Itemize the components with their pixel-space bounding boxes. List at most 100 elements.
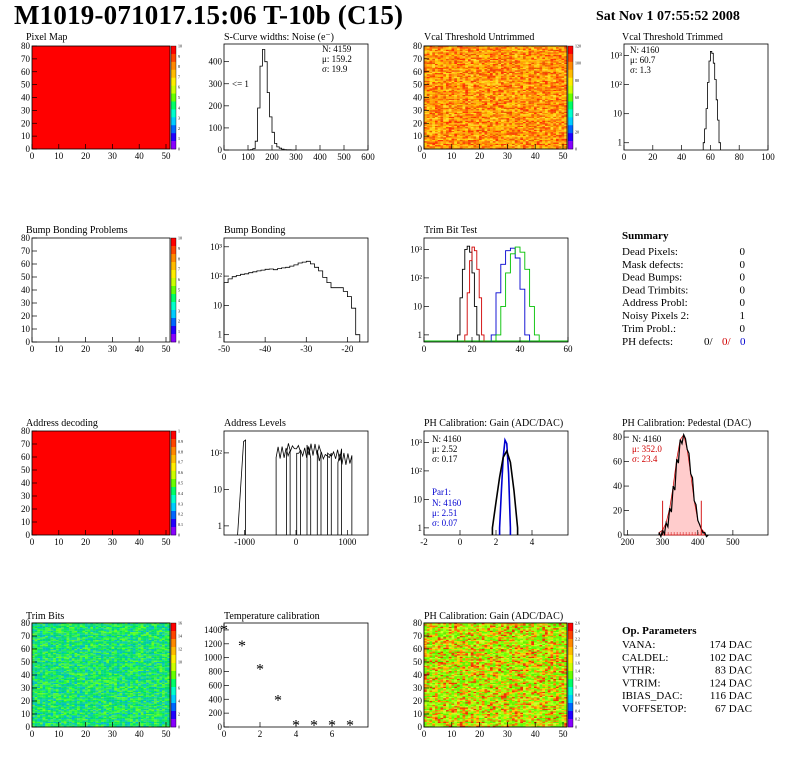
heatmap-cell xyxy=(457,96,460,98)
heatmap-cell xyxy=(457,134,460,137)
heatmap-cell xyxy=(525,118,529,120)
heatmap-cell xyxy=(448,123,452,125)
heatmap-cell xyxy=(424,107,427,110)
heatmap-cell xyxy=(457,118,460,120)
heatmap-cell xyxy=(484,107,488,110)
heatmap-cell xyxy=(539,73,543,75)
heatmap-cell xyxy=(550,102,554,105)
heatmap-cell xyxy=(459,132,463,134)
heatmap-cell xyxy=(514,143,518,146)
heatmap-cell xyxy=(470,87,474,89)
heatmap-cell xyxy=(490,93,493,96)
heatmap-cell xyxy=(509,120,513,123)
heatmap-cell xyxy=(501,102,504,105)
heatmap-cell xyxy=(465,75,469,78)
heatmap-cell xyxy=(490,96,493,98)
heatmap-cell xyxy=(479,70,482,72)
heatmap-cell xyxy=(484,69,488,71)
heatmap-cell xyxy=(432,96,436,98)
heatmap-cell xyxy=(556,56,559,58)
heatmap-cell xyxy=(484,142,488,144)
heatmap-cell xyxy=(528,124,532,126)
y-tick-label: 10 xyxy=(21,324,31,334)
heatmap-cell xyxy=(479,64,482,66)
heatmap-cell xyxy=(448,137,452,139)
heatmap-cell xyxy=(501,97,504,99)
heatmap-cell xyxy=(465,111,469,114)
heatmap-cell xyxy=(473,121,477,124)
heatmap-cell xyxy=(42,688,46,690)
heatmap-cell xyxy=(437,97,441,99)
heatmap-cell xyxy=(534,118,537,120)
heatmap-cell xyxy=(495,125,499,128)
heatmap-cell xyxy=(462,88,466,90)
heatmap-cell xyxy=(542,121,546,124)
heatmap-cell xyxy=(553,137,557,139)
heatmap-cell xyxy=(553,133,557,135)
x-tick-label: 200 xyxy=(265,152,279,162)
heatmap-cell xyxy=(424,119,427,121)
heatmap-cell xyxy=(509,92,513,94)
heatmap-cell xyxy=(558,98,562,101)
heatmap-cell xyxy=(542,120,546,123)
heatmap-cell xyxy=(484,103,488,106)
heatmap-cell xyxy=(503,142,507,144)
heatmap-cell xyxy=(542,127,546,129)
heatmap-cell xyxy=(506,91,510,93)
heatmap-cell xyxy=(501,109,504,111)
heatmap-cell xyxy=(509,103,513,106)
heatmap-cell xyxy=(476,51,480,53)
heatmap-cell xyxy=(490,48,493,51)
panel-title: Vcal Threshold Untrimmed xyxy=(424,32,534,43)
heatmap-cell xyxy=(446,78,449,80)
heatmap-cell xyxy=(426,78,430,80)
heatmap-cell xyxy=(547,76,551,79)
heatmap-cell xyxy=(520,96,524,98)
heatmap-cell xyxy=(550,127,554,129)
heatmap-cell xyxy=(34,664,38,667)
heatmap-cell xyxy=(545,70,548,72)
heatmap-cell xyxy=(492,107,496,110)
heatmap-cell xyxy=(528,119,532,121)
heatmap-cell xyxy=(487,76,491,79)
heatmap-cell xyxy=(539,97,543,99)
heatmap-cell xyxy=(490,130,493,133)
heatmap-cell xyxy=(495,85,499,88)
heatmap-cell xyxy=(432,102,436,105)
x-tick-label: 20 xyxy=(475,151,485,161)
heatmap-cell xyxy=(553,96,557,98)
heatmap-cell xyxy=(492,120,496,123)
heatmap-cell xyxy=(487,145,491,147)
heatmap-cell xyxy=(424,76,427,79)
heatmap-cell xyxy=(514,55,518,57)
heatmap-cell xyxy=(558,102,562,105)
heatmap-cell xyxy=(451,51,455,53)
heatmap-cell xyxy=(528,70,532,72)
heatmap-cell xyxy=(451,120,455,123)
heatmap-cell xyxy=(525,48,529,51)
heatmap-cell xyxy=(547,62,551,65)
heatmap-cell xyxy=(440,107,444,110)
heatmap-cell xyxy=(470,48,474,51)
heatmap-cell xyxy=(536,120,540,123)
heatmap-cell xyxy=(446,84,449,87)
heatmap-cell xyxy=(536,101,540,103)
heatmap-cell xyxy=(525,109,529,111)
heatmap-cell xyxy=(512,61,515,63)
heatmap-cell xyxy=(564,129,568,132)
heatmap-cell xyxy=(556,139,559,142)
heatmap-cell xyxy=(37,706,41,708)
heatmap-cell xyxy=(437,127,441,129)
heatmap-cell xyxy=(426,97,430,99)
heatmap-cell xyxy=(484,56,488,58)
heatmap-cell xyxy=(495,47,499,49)
heatmap-cell xyxy=(470,76,474,79)
colorbar-segment xyxy=(171,310,176,319)
heatmap-cell xyxy=(514,89,518,92)
heatmap-cell xyxy=(539,100,543,102)
heatmap-cell xyxy=(536,48,540,51)
heatmap-cell xyxy=(512,69,515,71)
heatmap-cell xyxy=(459,70,463,72)
heatmap-cell xyxy=(553,130,557,133)
